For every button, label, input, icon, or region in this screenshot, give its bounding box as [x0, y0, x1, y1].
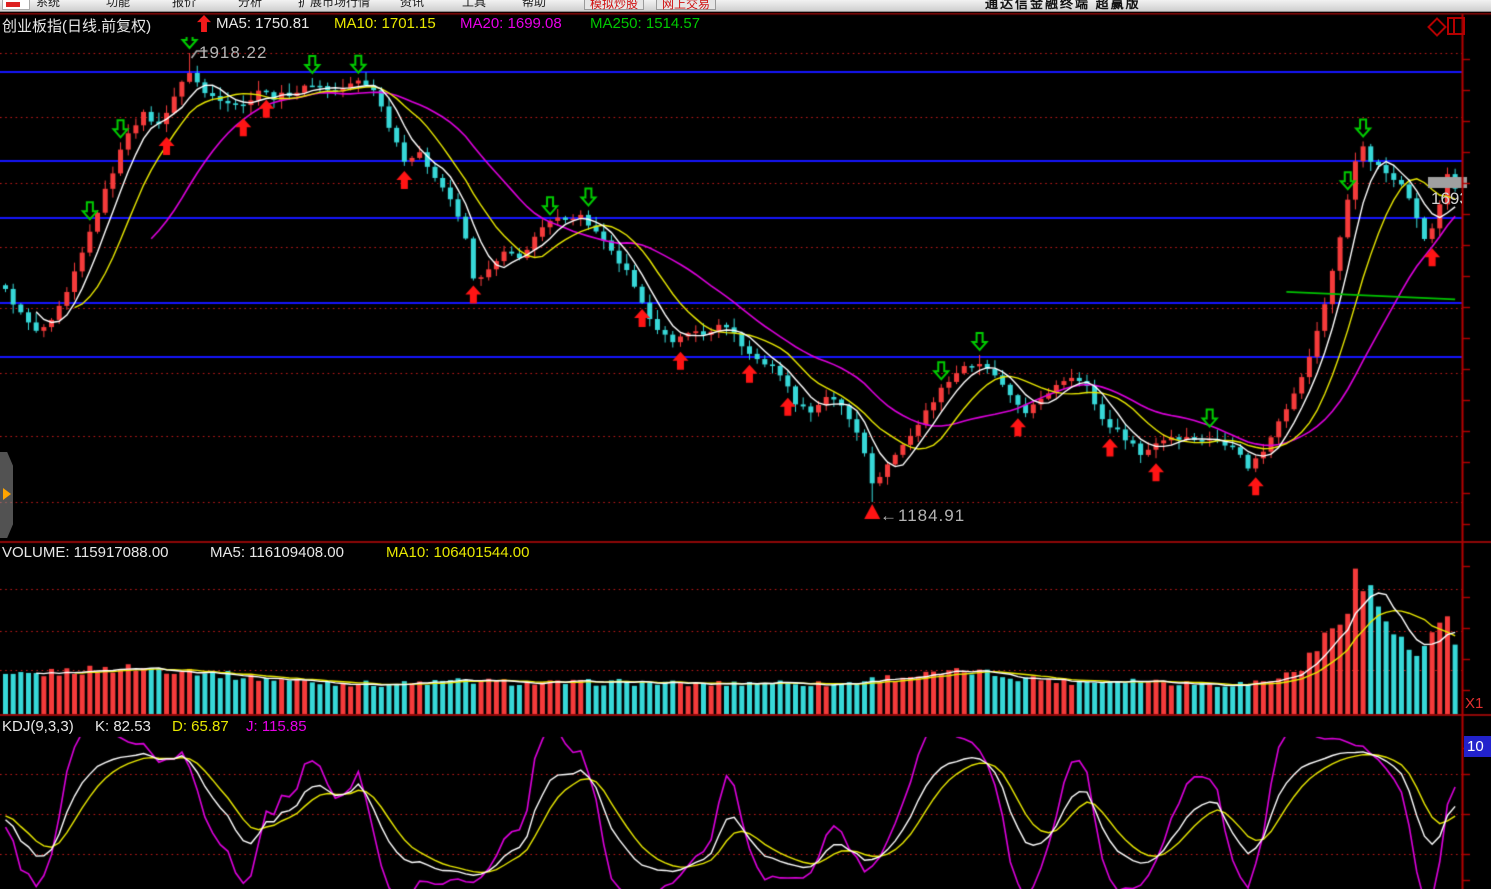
- menu-item-system[interactable]: 系统: [36, 0, 61, 9]
- kdj-title-label: KDJ(9,3,3): [2, 718, 74, 735]
- menu-item-extended-market[interactable]: 扩展市场行情: [298, 0, 371, 9]
- kdj-scale-chip: 10: [1464, 736, 1491, 757]
- ma20-legend: MA20: 1699.08: [460, 15, 562, 32]
- volume-value-label: VOLUME: 115917088.00: [2, 544, 169, 561]
- kdj-k-label: K: 82.53: [95, 718, 151, 735]
- menu-item-tools[interactable]: 工具: [462, 0, 487, 9]
- menu-item-help[interactable]: 帮助: [522, 0, 547, 9]
- app-logo-icon[interactable]: [2, 0, 30, 10]
- split-window-icon[interactable]: [1447, 17, 1465, 35]
- volume-ma10-label: MA10: 106401544.00: [386, 544, 530, 561]
- high-price-annotation: 1918.22: [199, 43, 268, 62]
- ma10-legend: MA10: 1701.15: [334, 15, 436, 32]
- menu-button-sim-trading[interactable]: 模拟炒股: [584, 0, 645, 11]
- menu-button-online-trading[interactable]: 网上交易: [656, 0, 717, 11]
- menu-bar: 系统 功能 报价 分析 扩展市场行情 资讯 工具 帮助 模拟炒股 网上交易 通达…: [0, 0, 1491, 12]
- expand-arrow-icon: [3, 488, 11, 500]
- ma250-legend: MA250: 1514.57: [590, 15, 701, 32]
- menu-item-function[interactable]: 功能: [106, 0, 131, 9]
- menu-item-news[interactable]: 资讯: [400, 0, 425, 9]
- ma5-legend: MA5: 1750.81: [216, 15, 310, 32]
- menu-item-quotes[interactable]: 报价: [172, 0, 197, 9]
- last-price-label: 1693: [1431, 189, 1462, 208]
- main-chart-legend-row: 创业板指(日线.前复权) MA5: 1750.81 MA10: 1701.15 …: [0, 15, 1491, 37]
- up-arrow-icon: [197, 15, 211, 32]
- volume-legend-row: VOLUME: 115917088.00 MA5: 116109408.00 M…: [0, 544, 1491, 566]
- volume-ma5-label: MA5: 116109408.00: [210, 544, 344, 561]
- kdj-j-label: J: 115.85: [246, 718, 307, 735]
- menubar-right-text: 通达信金融终端 超赢版: [985, 0, 1141, 11]
- instrument-title: 创业板指(日线.前复权): [2, 18, 152, 35]
- volume-scale-label: X1: [1465, 695, 1484, 712]
- sidebar-drawer-handle[interactable]: [0, 452, 13, 538]
- kdj-d-label: D: 65.87: [172, 718, 229, 735]
- kdj-legend-row: KDJ(9,3,3) K: 82.53 D: 65.87 J: 115.85: [0, 718, 1491, 740]
- menu-item-analysis[interactable]: 分析: [238, 0, 263, 9]
- low-price-annotation: ←1184.91: [880, 506, 966, 525]
